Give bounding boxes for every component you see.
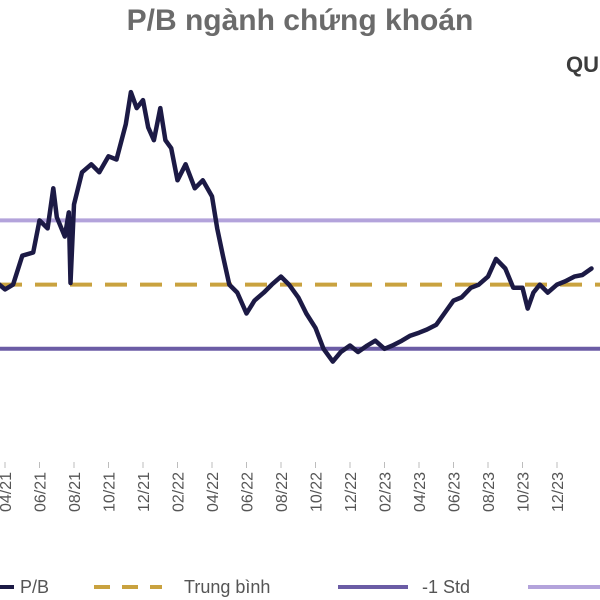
x-axis: 04/21 06/21 08/21 10/21 12/21 02/22 04/22 06/22…: [0, 462, 567, 512]
reference-lines: [0, 218, 600, 351]
x-tick-label: 06/23: [447, 472, 464, 512]
corner-label: QU: [566, 52, 599, 77]
chart-title: P/B ngành chứng khoán: [126, 4, 474, 37]
series-layer: [0, 89, 594, 364]
x-tick-label: 06/22: [240, 472, 257, 512]
x-tick-label: 02/23: [378, 472, 395, 512]
x-tick-label: 08/22: [274, 472, 291, 512]
x-tick-label: 12/23: [550, 472, 567, 512]
x-tick-label: 10/22: [309, 472, 326, 512]
x-tick-label: 08/23: [481, 472, 498, 512]
x-tick-label: 06/21: [33, 472, 50, 512]
legend-label: -1 Std: [422, 577, 470, 597]
x-tick-label: 04/23: [412, 472, 429, 512]
x-tick-label: 10/23: [516, 472, 533, 512]
x-tick-label: 02/22: [171, 472, 188, 512]
legend-label: P/B: [20, 577, 49, 597]
series-line-pb: [0, 89, 594, 364]
x-tick-label: 12/22: [343, 472, 360, 512]
legend-label: Trung bình: [184, 577, 270, 597]
x-tick-label: 10/21: [102, 472, 119, 512]
x-tick-label: 04/22: [205, 472, 222, 512]
x-tick-label: 12/21: [136, 472, 153, 512]
x-tick-label: 04/21: [0, 472, 15, 512]
legend: P/B Trung bình -1 Std: [0, 577, 600, 597]
x-tick-label: 08/21: [67, 472, 84, 512]
